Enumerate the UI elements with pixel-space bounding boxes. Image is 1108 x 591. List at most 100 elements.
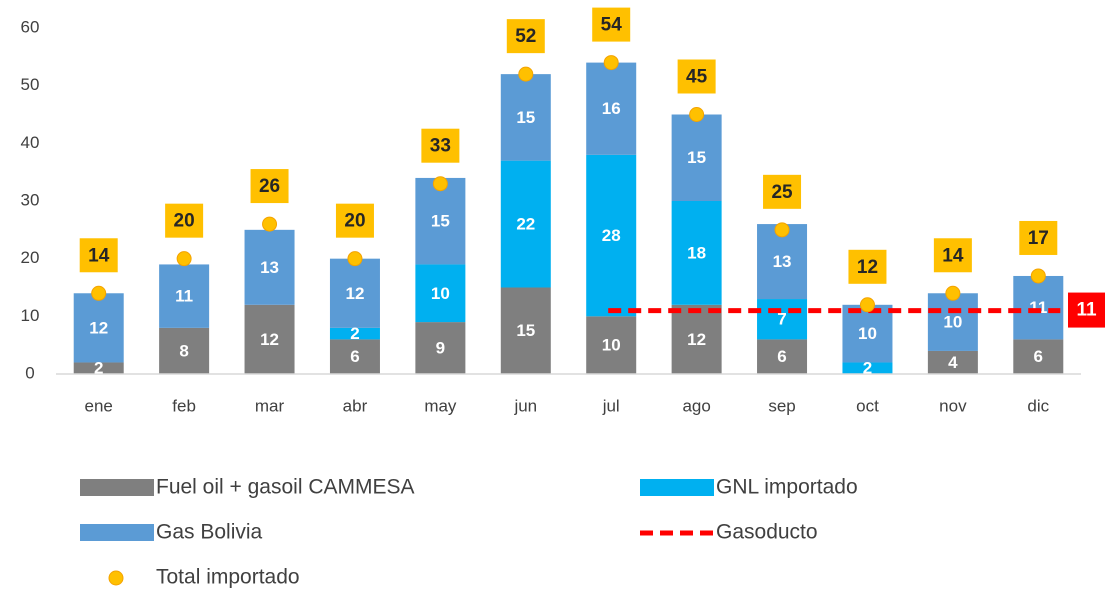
legend-swatch (640, 479, 714, 496)
bar-segment (329, 258, 380, 328)
total-marker (262, 216, 278, 232)
y-tick-label: 10 (21, 306, 40, 325)
total-marker (91, 285, 107, 301)
total-label-box (506, 19, 545, 54)
y-tick-label: 0 (25, 363, 34, 382)
total-marker (518, 66, 534, 82)
segment-label: 10 (431, 284, 450, 303)
bar-segment (671, 114, 722, 201)
total-label-box (763, 174, 802, 209)
segment-label: 12 (89, 318, 108, 337)
segment-label: 12 (345, 284, 364, 303)
bar-segment (415, 322, 466, 374)
total-marker (689, 107, 705, 122)
legend-swatch (80, 479, 154, 496)
x-tick-label: mar (255, 396, 285, 415)
segment-label: 6 (350, 347, 359, 366)
legend-label: Gasoducto (716, 521, 818, 544)
bar-segment (586, 62, 637, 155)
segment-label: 8 (179, 341, 188, 360)
segment-label: 9 (436, 339, 445, 358)
total-label: 54 (601, 15, 623, 36)
total-label: 33 (430, 136, 451, 157)
total-label-box (933, 238, 972, 273)
bar-segment (329, 339, 380, 374)
y-tick-label: 20 (21, 248, 40, 267)
segment-label: 28 (602, 226, 621, 245)
bar-segment (500, 287, 551, 374)
bar-segment (73, 362, 124, 374)
legend-label: GNL importado (716, 476, 858, 499)
legend-swatch (108, 570, 124, 586)
segment-label: 22 (516, 215, 535, 234)
x-tick-label: ene (85, 396, 113, 415)
total-label: 20 (174, 211, 195, 232)
total-marker (774, 222, 790, 238)
legend-label: Gas Bolivia (156, 521, 263, 544)
x-tick-label: may (424, 396, 457, 415)
bar-segment (244, 304, 295, 374)
x-tick-label: ago (682, 396, 710, 415)
x-tick-label: oct (856, 396, 879, 415)
x-tick-label: abr (343, 396, 368, 415)
total-label: 20 (344, 211, 365, 232)
legend-label: Fuel oil + gasoil CAMMESA (156, 476, 415, 499)
total-label: 17 (1028, 228, 1049, 249)
y-tick-label: 40 (21, 133, 40, 152)
x-tick-label: jul (602, 396, 620, 415)
bar-segment (244, 229, 295, 305)
bar-segment (415, 264, 466, 323)
segment-label: 2 (94, 359, 103, 378)
legend-swatch (80, 524, 154, 541)
total-marker (859, 297, 875, 313)
total-label-box (421, 128, 460, 163)
segment-label: 10 (858, 324, 877, 343)
segment-label: 15 (516, 108, 535, 127)
segment-label: 11 (1029, 298, 1047, 317)
bar-segment (329, 327, 380, 340)
bar-segment (757, 299, 808, 340)
bar-segment (1013, 275, 1064, 340)
bar-segment (586, 316, 637, 374)
bar-segment (500, 160, 551, 288)
total-marker (945, 285, 961, 301)
x-tick-label: dic (1027, 396, 1049, 415)
segment-label: 6 (777, 347, 786, 366)
legend-label: Total importado (156, 566, 300, 589)
total-label: 26 (259, 176, 280, 197)
segment-label: 16 (602, 99, 621, 118)
total-marker (1030, 268, 1046, 284)
bar-segment (757, 339, 808, 374)
segment-label: 7 (777, 310, 786, 329)
segment-label: 4 (948, 353, 958, 372)
bar-segment (500, 74, 551, 161)
x-tick-label: nov (939, 396, 967, 415)
segment-label: 13 (773, 252, 792, 271)
x-tick-label: jun (513, 396, 537, 415)
bar-segment (73, 293, 124, 363)
segment-label: 11 (175, 287, 193, 306)
total-marker (603, 55, 619, 71)
total-label-box (165, 203, 204, 238)
total-label-box (79, 238, 118, 273)
y-tick-label: 30 (21, 190, 40, 209)
total-label: 25 (771, 182, 793, 203)
bar-segment (671, 201, 722, 305)
bar-segment (842, 362, 893, 374)
bar-segment (927, 293, 978, 351)
total-label-box (848, 249, 887, 284)
segment-label: 15 (431, 212, 450, 231)
bar-segment (415, 177, 466, 265)
segment-label: 15 (516, 321, 535, 340)
total-marker (432, 176, 448, 192)
x-tick-label: feb (172, 396, 196, 415)
y-tick-label: 60 (21, 17, 40, 36)
total-label: 45 (686, 67, 708, 88)
bar-segment (671, 304, 722, 374)
bar-segment (1013, 339, 1064, 374)
bar-segment (927, 350, 978, 374)
segment-label: 2 (350, 324, 359, 343)
total-label-box (335, 203, 374, 238)
y-tick-label: 50 (21, 75, 40, 94)
